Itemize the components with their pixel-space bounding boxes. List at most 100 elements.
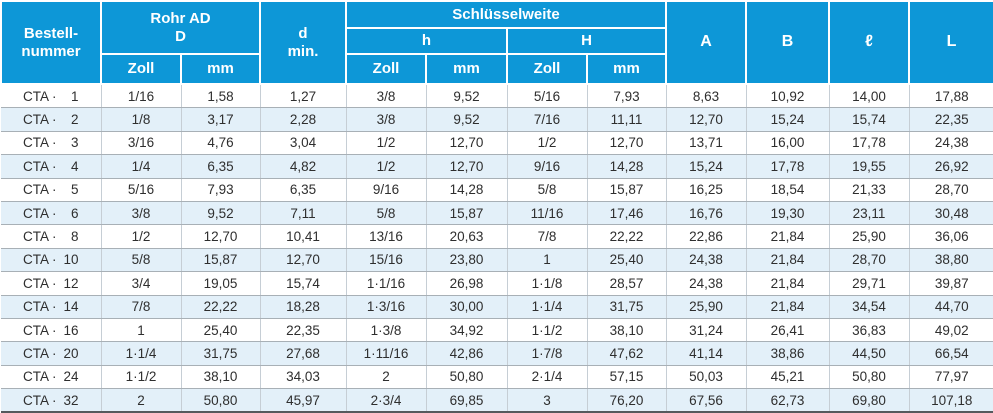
data-cell: 21,84 xyxy=(746,248,830,273)
data-cell: 38,86 xyxy=(746,341,830,366)
data-cell: 15,74 xyxy=(829,107,910,132)
table-row: CTA · 14 7/8 22,22 18,28 1·3/16 30,00 1·… xyxy=(1,295,993,319)
data-cell: 31,24 xyxy=(666,318,747,343)
data-cell: 9/16 xyxy=(507,154,588,179)
data-cell: 6,35 xyxy=(260,178,347,202)
data-cell: 5/16 xyxy=(101,178,182,202)
data-cell: 4,76 xyxy=(181,131,261,156)
data-cell: 19,05 xyxy=(181,271,261,296)
data-cell: 28,70 xyxy=(829,248,910,273)
data-cell: 18,28 xyxy=(260,295,347,319)
data-cell: 12,70 xyxy=(181,224,261,249)
data-cell: 10,41 xyxy=(260,224,347,249)
data-cell: 2 xyxy=(101,388,182,413)
order-number-prefix: CTA · xyxy=(23,345,57,361)
data-cell: 5/8 xyxy=(346,201,427,226)
data-cell: 28,57 xyxy=(587,271,667,296)
data-cell: 50,03 xyxy=(666,365,747,390)
data-cell: 77,97 xyxy=(909,365,993,390)
data-cell: 107,18 xyxy=(909,388,993,413)
order-number-value: 4 xyxy=(70,158,79,174)
table-header: Bestell- nummer Rohr AD D d min. Schlüss… xyxy=(0,0,993,85)
data-cell: 34,92 xyxy=(426,318,508,343)
data-cell: 11/16 xyxy=(507,201,588,226)
order-number-value: 2 xyxy=(70,112,79,128)
header-col-l-cap: L xyxy=(908,0,993,85)
data-cell: 3/8 xyxy=(346,107,427,132)
header-bestellnummer-line1: Bestell- xyxy=(23,24,79,42)
order-number-cell: CTA · 5 xyxy=(1,178,102,202)
order-number-value: 20 xyxy=(63,345,79,361)
data-cell: 34,03 xyxy=(260,365,347,390)
order-number-prefix: CTA · xyxy=(23,252,57,268)
data-cell: 18,54 xyxy=(746,178,830,202)
data-cell: 1·3/8 xyxy=(346,318,427,343)
data-cell: 2,28 xyxy=(260,107,347,132)
order-number-cell: CTA · 24 xyxy=(1,365,102,390)
data-cell: 4,82 xyxy=(260,154,347,179)
order-number-value: 24 xyxy=(63,369,79,385)
data-cell: 67,56 xyxy=(666,388,747,413)
data-cell: 41,14 xyxy=(666,341,747,366)
data-cell: 26,41 xyxy=(746,318,830,343)
table-row: CTA · 10 5/8 15,87 12,70 15/16 23,80 1 2… xyxy=(1,248,993,273)
data-cell: 38,10 xyxy=(181,365,261,390)
order-number-prefix: CTA · xyxy=(23,322,57,338)
data-cell: 25,40 xyxy=(587,248,667,273)
table-row: CTA · 5 5/16 7,93 6,35 9/16 14,28 5/8 15… xyxy=(1,178,993,202)
header-hh-mm: mm xyxy=(586,53,667,85)
order-number-prefix: CTA · xyxy=(23,112,57,128)
data-cell: 7/8 xyxy=(101,295,182,319)
order-number-cell: CTA · 6 xyxy=(1,201,102,226)
data-cell: 50,80 xyxy=(426,365,508,390)
data-cell: 1·3/16 xyxy=(346,295,427,319)
data-cell: 22,35 xyxy=(260,318,347,343)
data-cell: 1·1/16 xyxy=(346,271,427,296)
data-cell: 21,84 xyxy=(746,271,830,296)
data-cell: 24,38 xyxy=(909,131,993,156)
data-cell: 14,28 xyxy=(426,178,508,202)
data-cell: 3,04 xyxy=(260,131,347,156)
data-cell: 38,80 xyxy=(909,248,993,273)
data-cell: 36,06 xyxy=(909,224,993,249)
order-number-prefix: CTA · xyxy=(23,275,57,291)
table-row: CTA · 20 1·1/4 31,75 27,68 1·11/16 42,86… xyxy=(1,341,993,366)
data-cell: 1·11/16 xyxy=(346,341,427,366)
table-row: CTA · 3 3/16 4,76 3,04 1/2 12,70 1/2 12,… xyxy=(1,131,993,156)
data-cell: 62,73 xyxy=(746,388,830,413)
order-number-prefix: CTA · xyxy=(23,229,57,245)
data-cell: 12,70 xyxy=(426,154,508,179)
data-cell: 1 xyxy=(507,248,588,273)
data-cell: 15/16 xyxy=(346,248,427,273)
data-cell: 42,86 xyxy=(426,341,508,366)
data-cell: 28,70 xyxy=(909,178,993,202)
order-number-value: 5 xyxy=(70,182,79,198)
data-cell: 49,02 xyxy=(909,318,993,343)
data-cell: 7,11 xyxy=(260,201,347,226)
data-cell: 1/8 xyxy=(101,107,182,132)
order-number-cell: CTA · 3 xyxy=(1,131,102,156)
order-number-prefix: CTA · xyxy=(23,182,57,198)
data-cell: 6,35 xyxy=(181,154,261,179)
header-d-min: d min. xyxy=(259,0,347,85)
data-cell: 8,63 xyxy=(666,84,747,109)
order-number-cell: CTA · 8 xyxy=(1,224,102,249)
data-cell: 31,75 xyxy=(587,295,667,319)
data-cell: 22,22 xyxy=(181,295,261,319)
data-cell: 15,87 xyxy=(426,201,508,226)
data-cell: 2·1/4 xyxy=(507,365,588,390)
order-number-prefix: CTA · xyxy=(23,369,57,385)
data-cell: 19,30 xyxy=(746,201,830,226)
data-cell: 69,85 xyxy=(426,388,508,413)
data-cell: 3/4 xyxy=(101,271,182,296)
data-cell: 1/4 xyxy=(101,154,182,179)
data-cell: 30,00 xyxy=(426,295,508,319)
data-cell: 17,78 xyxy=(829,131,910,156)
order-number-value: 8 xyxy=(70,229,79,245)
data-cell: 3 xyxy=(507,388,588,413)
header-rohr-ad-line2: D xyxy=(175,27,186,45)
data-cell: 1·1/4 xyxy=(101,341,182,366)
data-cell: 38,10 xyxy=(587,318,667,343)
data-cell: 15,87 xyxy=(181,248,261,273)
